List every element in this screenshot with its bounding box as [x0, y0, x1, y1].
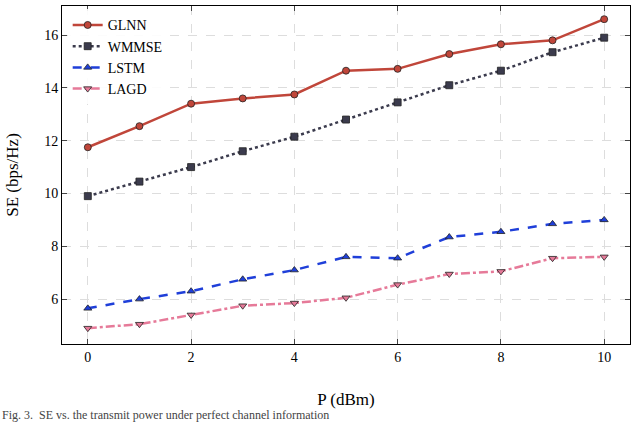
svg-text:LSTM: LSTM	[108, 61, 146, 76]
svg-text:4: 4	[291, 350, 298, 365]
svg-text:WMMSE: WMMSE	[108, 40, 162, 55]
svg-text:8: 8	[497, 350, 504, 365]
svg-text:LAGD: LAGD	[108, 82, 147, 97]
svg-text:14: 14	[44, 81, 58, 96]
svg-text:Fig. 3. SE vs. the transmit p: Fig. 3. SE vs. the transmit power under …	[2, 408, 329, 422]
svg-text:SE (bps/Hz): SE (bps/Hz)	[3, 133, 22, 217]
svg-text:P (dBm): P (dBm)	[317, 390, 374, 409]
svg-text:10: 10	[44, 186, 58, 201]
svg-text:GLNN: GLNN	[108, 18, 147, 33]
svg-text:8: 8	[51, 239, 58, 254]
svg-text:6: 6	[51, 292, 58, 307]
svg-text:16: 16	[44, 28, 58, 43]
svg-text:10: 10	[597, 350, 611, 365]
svg-text:6: 6	[394, 350, 401, 365]
svg-text:2: 2	[188, 350, 195, 365]
svg-text:0: 0	[84, 350, 91, 365]
svg-text:12: 12	[44, 134, 58, 149]
